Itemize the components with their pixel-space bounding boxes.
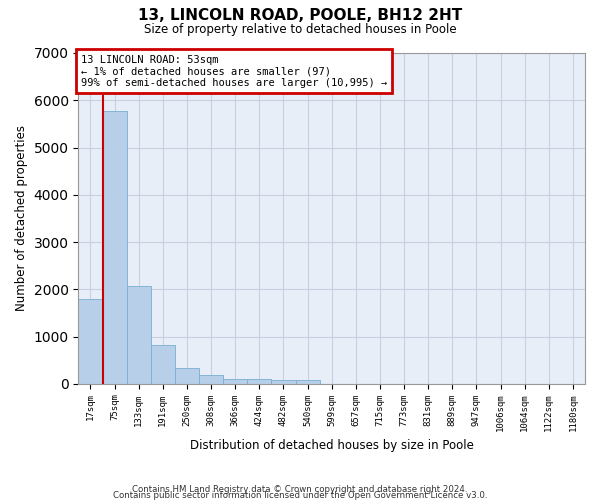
Bar <box>199 374 223 384</box>
Bar <box>223 378 247 384</box>
Bar <box>151 345 175 384</box>
X-axis label: Distribution of detached houses by size in Poole: Distribution of detached houses by size … <box>190 440 473 452</box>
Text: Size of property relative to detached houses in Poole: Size of property relative to detached ho… <box>143 22 457 36</box>
Text: Contains HM Land Registry data © Crown copyright and database right 2024.: Contains HM Land Registry data © Crown c… <box>132 484 468 494</box>
Bar <box>271 380 296 384</box>
Bar <box>296 380 320 384</box>
Bar <box>175 368 199 384</box>
Bar <box>79 299 103 384</box>
Text: 13, LINCOLN ROAD, POOLE, BH12 2HT: 13, LINCOLN ROAD, POOLE, BH12 2HT <box>138 8 462 22</box>
Bar <box>247 379 271 384</box>
Y-axis label: Number of detached properties: Number of detached properties <box>15 126 28 312</box>
Bar <box>103 110 127 384</box>
Text: 13 LINCOLN ROAD: 53sqm
← 1% of detached houses are smaller (97)
99% of semi-deta: 13 LINCOLN ROAD: 53sqm ← 1% of detached … <box>81 54 387 88</box>
Text: Contains public sector information licensed under the Open Government Licence v3: Contains public sector information licen… <box>113 490 487 500</box>
Bar <box>127 286 151 384</box>
